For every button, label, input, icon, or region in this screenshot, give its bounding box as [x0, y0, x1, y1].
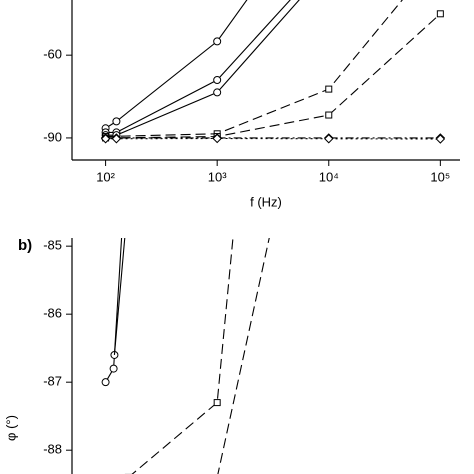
series-line [105, 0, 291, 133]
series-line [131, 238, 234, 474]
series-line [105, 0, 403, 138]
y-tick-label: -86 [43, 306, 62, 321]
series-line [105, 0, 300, 136]
marker [230, 230, 236, 236]
marker [111, 134, 122, 144]
series-line [105, 0, 248, 129]
marker [118, 229, 125, 236]
marker [109, 364, 118, 373]
x-tick-label: 10⁴ [319, 169, 339, 184]
marker [112, 117, 121, 126]
marker [100, 134, 111, 144]
plot-area [100, 0, 446, 144]
series-line [105, 238, 123, 383]
marker [324, 134, 334, 144]
marker [436, 10, 444, 18]
y-tick-label: -87 [43, 374, 62, 389]
plot-area [101, 229, 270, 474]
marker [435, 134, 446, 144]
y-tick-label: -88 [43, 442, 62, 457]
marker [213, 37, 222, 46]
x-tick-label: 10³ [208, 169, 227, 184]
y-axis-label: φ (°) [3, 415, 18, 441]
series-line [105, 137, 441, 140]
x-tick-label: 10⁵ [430, 169, 450, 184]
y-tick-label: -60 [43, 47, 62, 62]
x-tick-label: 10² [96, 169, 115, 184]
y-tick-label: -90 [43, 129, 62, 144]
marker [213, 88, 222, 97]
series-line [217, 238, 270, 474]
marker [213, 76, 222, 84]
marker [101, 378, 110, 387]
series-line [113, 238, 126, 356]
panel-label: b) [18, 237, 32, 254]
marker [325, 111, 333, 119]
x-axis-label: f (Hz) [250, 194, 282, 209]
marker [212, 133, 222, 144]
marker [213, 399, 221, 407]
marker [325, 85, 333, 93]
y-tick-label: -85 [43, 238, 62, 253]
series-line [105, 13, 441, 139]
